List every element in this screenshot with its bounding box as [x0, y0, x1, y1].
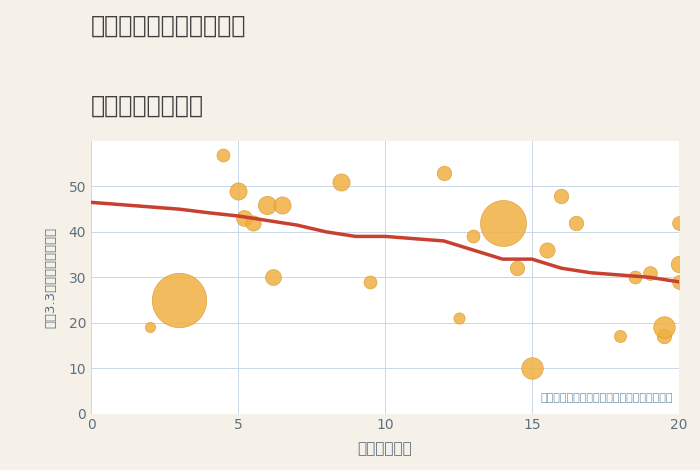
- Point: [238, 214, 249, 222]
- Point: [453, 314, 464, 322]
- Point: [276, 201, 288, 208]
- Text: 円の大きさは、取引のあった物件面積を示す: 円の大きさは、取引のあった物件面積を示す: [540, 393, 673, 403]
- Point: [438, 169, 449, 177]
- Point: [218, 151, 229, 158]
- Point: [335, 178, 346, 186]
- Point: [144, 323, 155, 331]
- Point: [659, 323, 670, 331]
- Point: [659, 333, 670, 340]
- Text: 愛知県北名古屋市石橋の: 愛知県北名古屋市石橋の: [91, 14, 246, 38]
- Text: 駅距離別土地価格: 駅距離別土地価格: [91, 94, 204, 118]
- Point: [556, 192, 567, 199]
- Point: [365, 278, 376, 286]
- Point: [232, 187, 244, 195]
- Point: [262, 201, 273, 208]
- Point: [526, 364, 538, 372]
- Point: [673, 278, 685, 286]
- Point: [644, 269, 655, 276]
- Point: [541, 246, 552, 254]
- Y-axis label: 坪（3.3㎡）単価（万円）: 坪（3.3㎡）単価（万円）: [44, 227, 57, 328]
- Point: [570, 219, 582, 227]
- Point: [267, 274, 279, 281]
- Point: [174, 296, 185, 304]
- Point: [512, 265, 523, 272]
- Point: [247, 219, 258, 227]
- Point: [673, 219, 685, 227]
- Point: [468, 233, 479, 240]
- Point: [629, 274, 641, 281]
- X-axis label: 駅距離（分）: 駅距離（分）: [358, 441, 412, 456]
- Point: [615, 333, 626, 340]
- Point: [673, 260, 685, 267]
- Point: [497, 219, 508, 227]
